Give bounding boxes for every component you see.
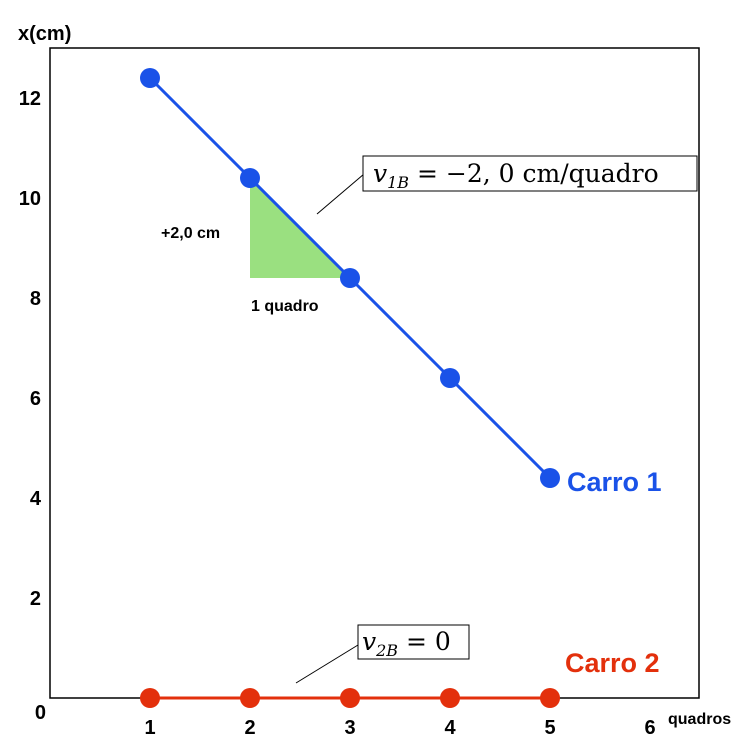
series-1-point-5 [540,468,560,488]
x-axis-title: quadros [668,711,731,728]
v1-value: = −2, 0 cm/quadro [409,159,659,188]
v2-variable: v [362,627,376,656]
plot-frame [49,47,700,699]
v2-value: = 0 [398,627,451,656]
v1-variable: v [373,159,387,188]
x-tick-label-3: 3 [344,717,355,739]
x-tick-label-2: 2 [244,717,255,739]
rise-label: +2,0 cm [161,225,220,242]
series-1-point-2 [240,168,260,188]
x-tick-labels: 1 2 3 4 5 6 [144,717,655,739]
annotation-leader-v2 [295,644,359,684]
series-2-point-3 [340,688,360,708]
x-tick-label-4: 4 [444,717,456,739]
series-1-point-1 [140,68,160,88]
x-tick-label-1: 1 [144,717,155,739]
y-tick-label-8: 8 [30,288,41,310]
series-1-point-4 [440,368,460,388]
y-axis-title: x(cm) [18,23,71,45]
y-tick-label-6: 6 [30,388,41,410]
series-label-carro-2: Carro 2 [565,648,660,678]
series-1-point-3 [340,268,360,288]
series-2-point-2 [240,688,260,708]
y-tick-label-12: 12 [19,88,41,110]
y-tick-label-2: 2 [30,588,41,610]
annotation-leader-v1 [316,173,365,215]
v2-subscript: 2B [375,641,398,660]
velocity-annotation-carro-2: v2B = 0 [362,627,451,660]
annotation-box-v2 [357,624,470,660]
series-2-point-5 [540,688,560,708]
velocity-annotation-carro-1: v1B = −2, 0 cm/quadro [373,159,659,192]
v1-subscript: 1B [387,173,409,192]
series-layer [140,68,560,708]
series-2-point-4 [440,688,460,708]
annotation-box-v1 [362,155,698,192]
y-tick-labels: 0 2 4 6 8 10 12 [19,88,46,724]
run-label: 1 quadro [251,298,319,315]
series-2-point-1 [140,688,160,708]
x-tick-label-5: 5 [544,717,555,739]
y-tick-label-0: 0 [35,702,46,724]
series-label-carro-1: Carro 1 [567,467,662,497]
y-tick-label-10: 10 [19,188,41,210]
x-tick-label-6: 6 [644,717,655,739]
y-tick-label-4: 4 [30,488,42,510]
